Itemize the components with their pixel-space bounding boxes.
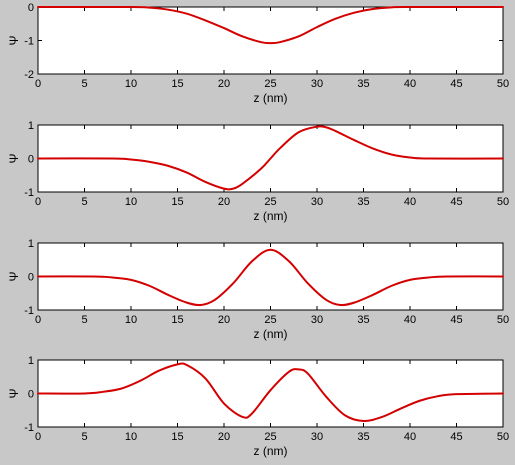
y-tick-label: 0: [28, 389, 34, 401]
y-axis-label: Ψ: [7, 153, 21, 163]
x-tick-label: 45: [450, 314, 462, 326]
x-axis-label: z (nm): [254, 91, 288, 105]
x-tick-label: 30: [311, 196, 323, 208]
plot-area: [37, 6, 504, 75]
y-tick-label: -1: [24, 36, 34, 48]
y-tick-label: 0: [28, 154, 34, 166]
y-tick-label: -1: [24, 422, 34, 434]
x-tick-label: 50: [497, 314, 509, 326]
x-tick-label: 30: [311, 78, 323, 90]
x-tick-label: 50: [497, 431, 509, 443]
x-tick-label: 35: [357, 314, 369, 326]
subplot-1: 0 5 10 15 20 25 30 35 40 45 50 -2 -1 0 z (nm) Ψ: [7, 2, 509, 105]
x-tick-label: 5: [81, 314, 87, 326]
x-tick-label: 0: [35, 78, 41, 90]
x-tick-label: 25: [264, 431, 276, 443]
x-tick-label: 45: [450, 431, 462, 443]
x-tick-label: 40: [404, 78, 416, 90]
y-tick-label: -2: [24, 69, 34, 81]
x-tick-label: 45: [450, 196, 462, 208]
x-tick-label: 5: [81, 431, 87, 443]
x-tick-label: 15: [171, 196, 183, 208]
y-tick-label: 0: [28, 272, 34, 284]
y-axis-label: Ψ: [7, 35, 21, 45]
x-tick-label: 20: [218, 196, 230, 208]
y-axis-label: Ψ: [7, 271, 21, 281]
x-tick-label: 40: [404, 314, 416, 326]
y-tick-label: 1: [28, 120, 34, 132]
series-line: [37, 5, 504, 45]
x-tick-label: 50: [497, 196, 509, 208]
x-axis-label: z (nm): [254, 444, 288, 458]
x-tick-label: 25: [264, 314, 276, 326]
x-tick-label: 20: [218, 78, 230, 90]
x-tick-label: 0: [35, 314, 41, 326]
x-tick-label: 35: [357, 78, 369, 90]
x-tick-label: 15: [171, 431, 183, 443]
x-tick-label: 10: [125, 196, 137, 208]
x-tick-label: 10: [125, 431, 137, 443]
x-tick-label: 40: [404, 431, 416, 443]
x-tick-label: 30: [311, 314, 323, 326]
x-tick-label: 50: [497, 78, 509, 90]
x-tick-label: 25: [264, 78, 276, 90]
plot-area: [37, 359, 504, 428]
x-tick-label: 15: [171, 314, 183, 326]
x-axis-label: z (nm): [254, 327, 288, 341]
series-line: [37, 125, 504, 191]
x-tick-label: 0: [35, 431, 41, 443]
x-tick-label: 30: [311, 431, 323, 443]
x-tick-label: 45: [450, 78, 462, 90]
y-tick-label: 1: [28, 355, 34, 367]
y-tick-label: -1: [24, 305, 34, 317]
x-tick-label: 20: [218, 431, 230, 443]
x-tick-label: 20: [218, 314, 230, 326]
x-tick-label: 5: [81, 196, 87, 208]
x-tick-label: 40: [404, 196, 416, 208]
series-line: [37, 248, 504, 307]
x-tick-label: 10: [125, 78, 137, 90]
y-axis-label: Ψ: [7, 388, 21, 398]
x-tick-label: 15: [171, 78, 183, 90]
y-tick-label: 0: [28, 2, 34, 14]
x-tick-label: 0: [35, 196, 41, 208]
x-axis-label: z (nm): [254, 209, 288, 223]
y-tick-label: -1: [24, 187, 34, 199]
y-tick-label: 1: [28, 238, 34, 250]
x-tick-label: 25: [264, 196, 276, 208]
series-line: [37, 362, 504, 422]
x-tick-label: 35: [357, 196, 369, 208]
x-tick-label: 10: [125, 314, 137, 326]
x-tick-label: 35: [357, 431, 369, 443]
x-tick-label: 5: [81, 78, 87, 90]
plot-area: [37, 242, 504, 311]
